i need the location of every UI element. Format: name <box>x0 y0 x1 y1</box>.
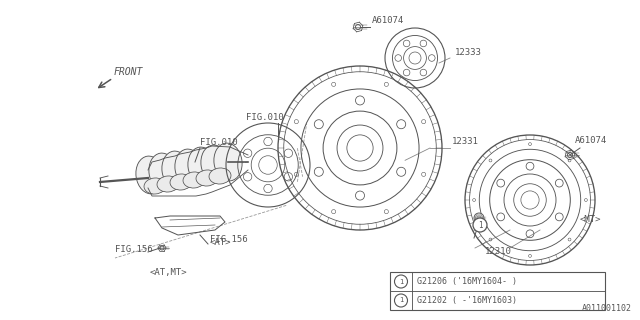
Ellipse shape <box>196 170 218 186</box>
Ellipse shape <box>183 172 205 188</box>
Circle shape <box>394 275 408 288</box>
Text: A61074: A61074 <box>372 16 404 25</box>
Text: 12333: 12333 <box>455 48 482 57</box>
Ellipse shape <box>149 153 177 191</box>
Text: FRONT: FRONT <box>114 67 143 77</box>
Text: 12331: 12331 <box>452 137 479 146</box>
Ellipse shape <box>157 176 179 192</box>
Text: FIG.156: FIG.156 <box>115 245 152 254</box>
Ellipse shape <box>201 145 229 183</box>
Text: <AT>: <AT> <box>209 238 231 247</box>
Text: A61074: A61074 <box>575 136 607 145</box>
Text: <MT>: <MT> <box>580 215 602 224</box>
Text: G21206 ('16MY1604- ): G21206 ('16MY1604- ) <box>417 277 517 286</box>
Ellipse shape <box>214 143 242 181</box>
Ellipse shape <box>188 147 216 185</box>
Ellipse shape <box>136 156 164 194</box>
Bar <box>390 272 605 310</box>
Circle shape <box>474 213 484 223</box>
Text: <AT,MT>: <AT,MT> <box>149 268 187 277</box>
Text: FIG.010: FIG.010 <box>246 113 284 122</box>
Ellipse shape <box>175 149 203 187</box>
Text: 1: 1 <box>477 220 483 229</box>
Text: 12310: 12310 <box>485 247 512 256</box>
Text: A011001102: A011001102 <box>582 304 632 313</box>
Text: 1: 1 <box>399 298 403 303</box>
Ellipse shape <box>144 178 166 194</box>
Text: FIG.156: FIG.156 <box>210 235 248 244</box>
Text: 1: 1 <box>399 278 403 284</box>
Circle shape <box>473 218 487 232</box>
Text: G21202 ( -'16MY1603): G21202 ( -'16MY1603) <box>417 296 517 305</box>
Ellipse shape <box>162 151 190 189</box>
Ellipse shape <box>170 174 192 190</box>
Ellipse shape <box>209 168 231 184</box>
Circle shape <box>394 294 408 307</box>
Text: FIG.010: FIG.010 <box>200 138 237 147</box>
